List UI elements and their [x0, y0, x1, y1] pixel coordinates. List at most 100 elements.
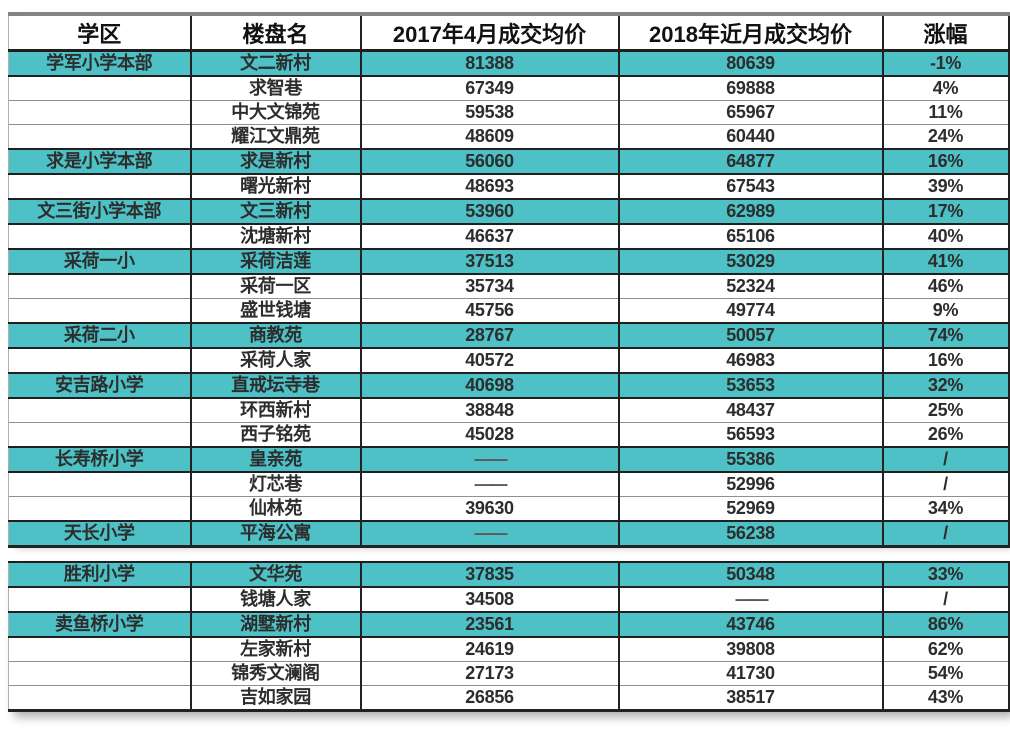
- table-row: 锦秀文澜阁 27173 41730 54%: [8, 661, 1010, 686]
- price-2018-cell: 39808: [617, 636, 883, 662]
- table-row: 求智巷 67349 69888 4%: [8, 75, 1010, 101]
- district-cell: [8, 124, 191, 149]
- price-2017-cell: 26856: [359, 685, 619, 712]
- change-pct-cell: 43%: [881, 685, 1010, 712]
- change-pct-cell: /: [881, 471, 1010, 497]
- price-2017-cell: 67349: [359, 75, 619, 101]
- change-pct-cell: 9%: [881, 298, 1010, 323]
- estate-name-cell: 采荷一区: [189, 273, 361, 299]
- district-cell: [8, 223, 191, 249]
- estate-name-cell: 直戒坛寺巷: [189, 372, 361, 399]
- price-2017-cell: 53960: [359, 198, 619, 225]
- table-row: 采荷一小 采荷洁莲 37513 53029 41%: [8, 248, 1010, 275]
- change-pct-cell: 26%: [881, 422, 1010, 447]
- table-row: 采荷二小 商教苑 28767 50057 74%: [8, 322, 1010, 349]
- estate-name-cell: 皇亲苑: [189, 446, 361, 473]
- estate-name-cell: 耀江文鼎苑: [189, 124, 361, 149]
- estate-name-cell: 湖墅新村: [189, 611, 361, 638]
- price-2018-cell: 80639: [617, 49, 883, 77]
- change-pct-cell: 25%: [881, 397, 1010, 423]
- change-pct-cell: 86%: [881, 611, 1010, 638]
- table-row: 仙林苑 39630 52969 34%: [8, 496, 1010, 521]
- price-2018-cell: 62989: [617, 198, 883, 225]
- table-row: 采荷人家 40572 46983 16%: [8, 347, 1010, 373]
- change-pct-cell: 24%: [881, 124, 1010, 149]
- price-2018-cell: 65967: [617, 100, 883, 125]
- table-row: 求是小学本部 求是新村 56060 64877 16%: [8, 148, 1010, 175]
- district-cell: [8, 75, 191, 101]
- price-2017-cell: ——: [359, 520, 619, 548]
- change-pct-cell: 40%: [881, 223, 1010, 249]
- change-pct-cell: 74%: [881, 322, 1010, 349]
- table-row: 沈塘新村 46637 65106 40%: [8, 223, 1010, 249]
- estate-name-cell: 平海公寓: [189, 520, 361, 548]
- price-2018-cell: 50057: [617, 322, 883, 349]
- price-2018-cell: 53029: [617, 248, 883, 275]
- table-row: 灯芯巷 —— 52996/: [8, 471, 1010, 497]
- header-price-2017-cell: 2017年4月成交均价: [359, 12, 619, 52]
- district-cell: 天长小学: [8, 520, 191, 548]
- change-pct-cell: 11%: [881, 100, 1010, 125]
- district-cell: [8, 273, 191, 299]
- table-row: 天长小学 平海公寓 —— 56238/: [8, 520, 1010, 548]
- table-row: 胜利小学 文华苑 37835 50348 33%: [8, 561, 1010, 588]
- price-2017-cell: 28767: [359, 322, 619, 349]
- district-cell: [8, 471, 191, 497]
- table-row: 西子铭苑 45028 56593 26%: [8, 422, 1010, 447]
- table-row: 采荷一区 35734 52324 46%: [8, 273, 1010, 299]
- estate-name-cell: 西子铭苑: [189, 422, 361, 447]
- estate-name-cell: 钱塘人家: [189, 586, 361, 612]
- header-estate-name-cell: 楼盘名: [189, 12, 361, 52]
- price-2017-cell: 40572: [359, 347, 619, 373]
- price-2018-cell: 48437: [617, 397, 883, 423]
- price-2018-cell: 52324: [617, 273, 883, 299]
- price-2018-cell: ——: [617, 586, 883, 612]
- table-row: 卖鱼桥小学 湖墅新村 23561 43746 86%: [8, 611, 1010, 638]
- price-2018-cell: 50348: [617, 561, 883, 588]
- estate-name-cell: 采荷洁莲: [189, 248, 361, 275]
- estate-name-cell: 吉如家园: [189, 685, 361, 712]
- change-pct-cell: 33%: [881, 561, 1010, 588]
- estate-name-cell: 文华苑: [189, 561, 361, 588]
- estate-name-cell: 文三新村: [189, 198, 361, 225]
- change-pct-cell: 54%: [881, 661, 1010, 686]
- change-pct-cell: 32%: [881, 372, 1010, 399]
- district-cell: [8, 496, 191, 521]
- district-cell: 卖鱼桥小学: [8, 611, 191, 638]
- estate-name-cell: 曙光新村: [189, 173, 361, 199]
- district-cell: [8, 586, 191, 612]
- price-2018-cell: 56238: [617, 520, 883, 548]
- price-2018-cell: 67543: [617, 173, 883, 199]
- price-2017-cell: 81388: [359, 49, 619, 77]
- price-2018-cell: 41730: [617, 661, 883, 686]
- table-row: 学军小学本部 文二新村 81388 80639 -1%: [8, 49, 1010, 77]
- header-price-2018-cell: 2018年近月成交均价: [617, 12, 883, 52]
- change-pct-cell: /: [881, 586, 1010, 612]
- table-row: 安吉路小学 直戒坛寺巷 40698 53653 32%: [8, 372, 1010, 399]
- header-district-cell: 学区: [8, 12, 191, 52]
- change-pct-cell: 4%: [881, 75, 1010, 101]
- price-2018-cell: 52969: [617, 496, 883, 521]
- price-2017-cell: ——: [359, 471, 619, 497]
- change-pct-cell: 34%: [881, 496, 1010, 521]
- district-cell: 求是小学本部: [8, 148, 191, 175]
- price-2018-cell: 46983: [617, 347, 883, 373]
- table-row: 环西新村 38848 48437 25%: [8, 397, 1010, 423]
- price-2017-cell: 35734: [359, 273, 619, 299]
- estate-name-cell: 文二新村: [189, 49, 361, 77]
- table-row: 文三街小学本部 文三新村 53960 62989 17%: [8, 198, 1010, 225]
- price-2018-cell: 65106: [617, 223, 883, 249]
- price-2018-cell: 53653: [617, 372, 883, 399]
- price-2017-cell: 39630: [359, 496, 619, 521]
- price-2017-cell: 59538: [359, 100, 619, 125]
- price-2017-cell: 56060: [359, 148, 619, 175]
- price-2017-cell: 37513: [359, 248, 619, 275]
- section-2-body: 胜利小学 文华苑 37835 50348 33% 钱塘人家 34508 —— / 卖鱼桥小学 湖墅新…: [8, 561, 1010, 712]
- district-cell: [8, 397, 191, 423]
- estate-name-cell: 商教苑: [189, 322, 361, 349]
- estate-name-cell: 锦秀文澜阁: [189, 661, 361, 686]
- district-cell: 长寿桥小学: [8, 446, 191, 473]
- price-2017-cell: 27173: [359, 661, 619, 686]
- school-district-price-table-secondary: 胜利小学 文华苑 37835 50348 33% 钱塘人家 34508 —— / 卖鱼桥小学 湖墅新…: [8, 561, 1010, 712]
- table-row: 盛世钱塘 45756 49774 9%: [8, 298, 1010, 323]
